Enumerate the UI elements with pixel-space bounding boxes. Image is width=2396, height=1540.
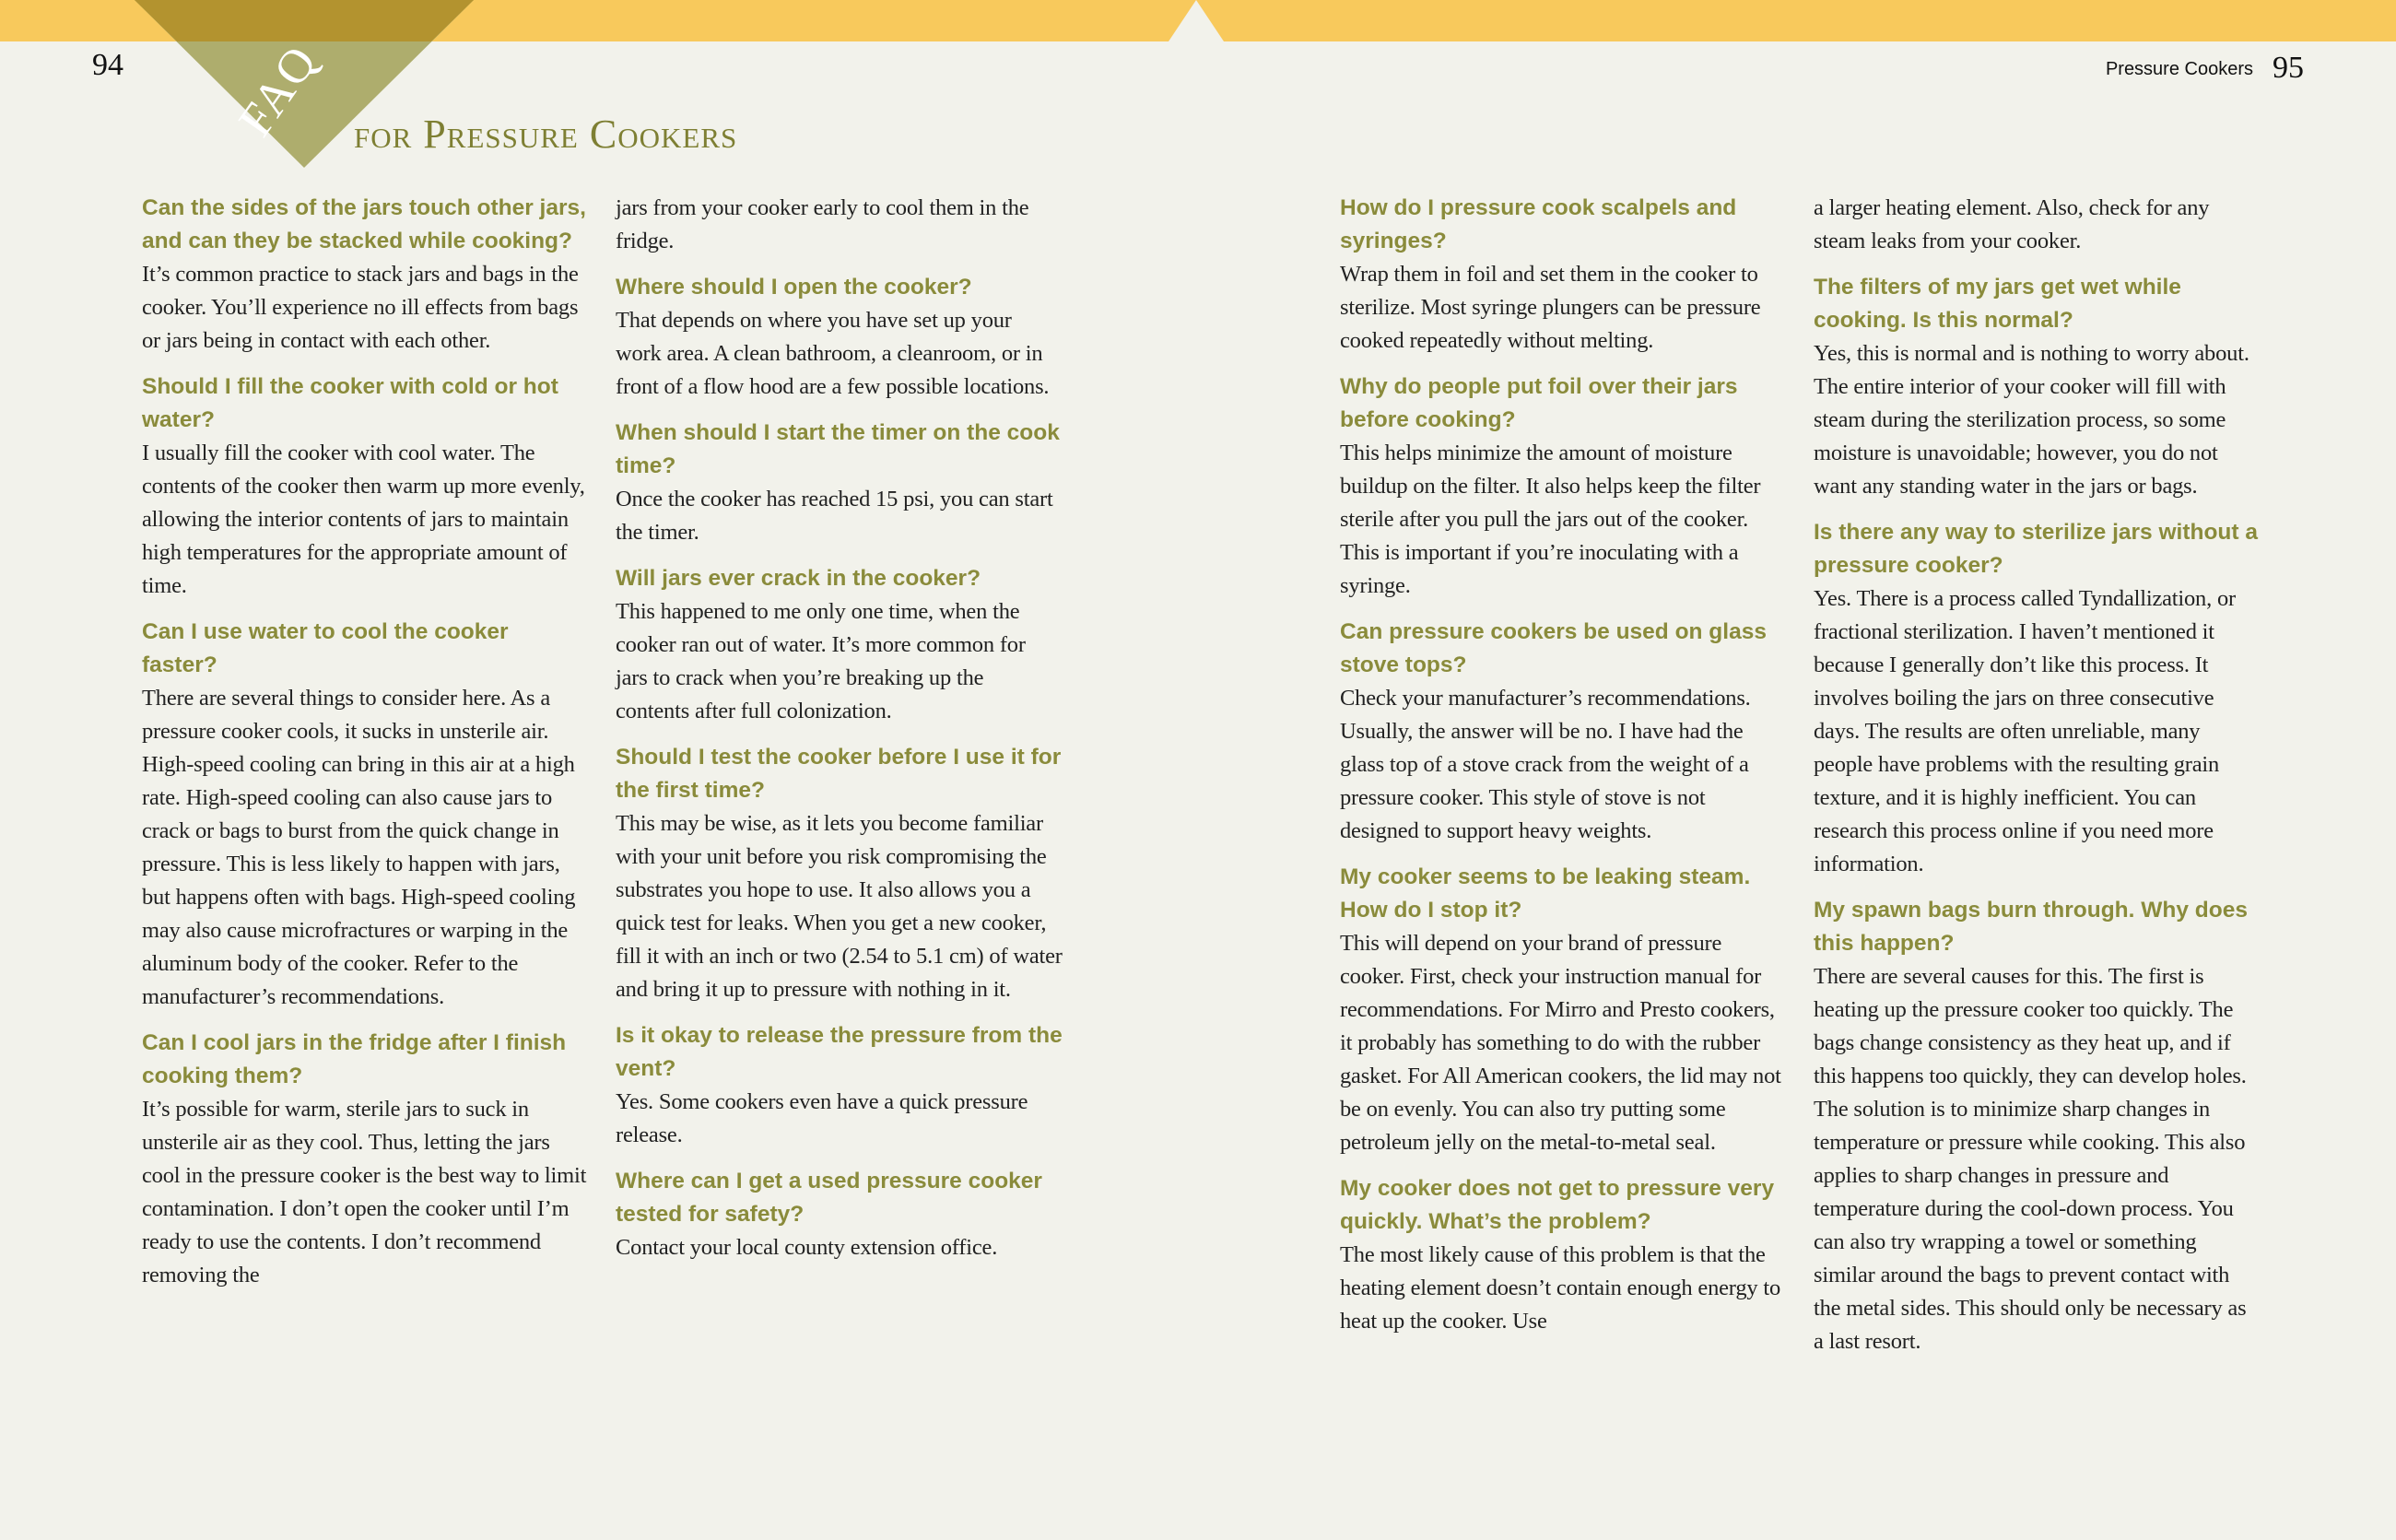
- faq-answer: This happened to me only one time, when …: [616, 599, 1026, 723]
- faq-question: Can I cool jars in the fridge after I fi…: [142, 1030, 567, 1088]
- faq-question: My spawn bags burn through. Why does thi…: [1814, 898, 2248, 956]
- faq-answer: This will depend on your brand of pressu…: [1340, 931, 1781, 1155]
- faq-question: Where should I open the cooker?: [616, 275, 972, 300]
- faq-question: My cooker does not get to pressure very …: [1340, 1176, 1775, 1234]
- page-title: for Pressure Cookers: [354, 112, 738, 157]
- faq-question: Where can I get a used pressure cooker t…: [616, 1169, 1042, 1227]
- faq-triangle-overlap: [135, 0, 474, 41]
- faq-answer: There are several things to consider her…: [142, 686, 576, 1009]
- faq-question: Is it okay to release the pressure from …: [616, 1023, 1063, 1081]
- column-2: jars from your cooker early to cool them…: [616, 192, 1063, 1264]
- page-number-left: 94: [92, 48, 123, 82]
- faq-question: The filters of my jars get wet while coo…: [1814, 275, 2181, 333]
- faq-triangle: [135, 0, 474, 168]
- running-head: Pressure Cookers: [2105, 59, 2253, 79]
- faq-question: Can pressure cookers be used on glass st…: [1340, 619, 1767, 677]
- faq-question: My cooker seems to be leaking steam. How…: [1340, 864, 1751, 923]
- faq-answer: Wrap them in foil and set them in the co…: [1340, 262, 1761, 353]
- center-notch: [1169, 0, 1224, 41]
- faq-question: Should I test the cooker before I use it…: [616, 745, 1062, 803]
- faq-answer: Check your manufacturer’s recommendation…: [1340, 686, 1751, 843]
- faq-answer: It’s common practice to stack jars and b…: [142, 262, 579, 353]
- column-3: How do I pressure cook scalpels and syri…: [1340, 192, 1787, 1338]
- faq-question: Should I fill the cooker with cold or ho…: [142, 374, 558, 432]
- column-1: Can the sides of the jars touch other ja…: [142, 192, 589, 1292]
- faq-answer: Once the cooker has reached 15 psi, you …: [616, 487, 1053, 545]
- faq-answer: Contact your local county extension offi…: [616, 1235, 998, 1260]
- faq-question: Can the sides of the jars touch other ja…: [142, 195, 586, 253]
- faq-question: How do I pressure cook scalpels and syri…: [1340, 195, 1737, 253]
- faq-question: Why do people put foil over their jars b…: [1340, 374, 1738, 432]
- faq-answer: Yes. Some cookers even have a quick pres…: [616, 1089, 1028, 1147]
- faq-question: Is there any way to sterilize jars witho…: [1814, 520, 2258, 578]
- column-4: a larger heating element. Also, check fo…: [1814, 192, 2261, 1358]
- page-number-right: 95: [2273, 51, 2304, 85]
- faq-answer: That depends on where you have set up yo…: [616, 308, 1050, 399]
- faq-answer: This may be wise, as it lets you become …: [616, 811, 1063, 1002]
- faq-question: Can I use water to cool the cooker faste…: [142, 619, 509, 677]
- faq-answer: Yes. There is a process called Tyndalliz…: [1814, 586, 2236, 876]
- faq-answer: I usually fill the cooker with cool wate…: [142, 441, 585, 598]
- faq-question: When should I start the timer on the coo…: [616, 420, 1060, 478]
- faq-answer: There are several causes for this. The f…: [1814, 964, 2247, 1354]
- faq-answer: It’s possible for warm, sterile jars to …: [142, 1097, 587, 1287]
- faq-question: Will jars ever crack in the cooker?: [616, 566, 981, 591]
- faq-answer: a larger heating element. Also, check fo…: [1814, 195, 2210, 253]
- decorative-triangles: [135, 0, 1224, 168]
- faq-answer: This helps minimize the amount of moistu…: [1340, 441, 1761, 598]
- faq-answer: The most likely cause of this problem is…: [1340, 1242, 1780, 1334]
- faq-answer: jars from your cooker early to cool them…: [616, 195, 1029, 253]
- faq-answer: Yes, this is normal and is nothing to wo…: [1814, 341, 2249, 499]
